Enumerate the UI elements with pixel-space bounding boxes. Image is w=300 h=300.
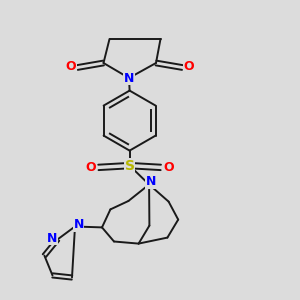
Text: O: O — [85, 161, 96, 174]
Text: N: N — [47, 232, 57, 245]
Text: N: N — [124, 71, 134, 85]
Text: O: O — [184, 60, 194, 74]
Text: O: O — [163, 161, 174, 174]
Text: N: N — [146, 175, 156, 188]
Text: N: N — [74, 218, 84, 231]
Text: S: S — [124, 159, 135, 172]
Text: O: O — [65, 60, 76, 74]
